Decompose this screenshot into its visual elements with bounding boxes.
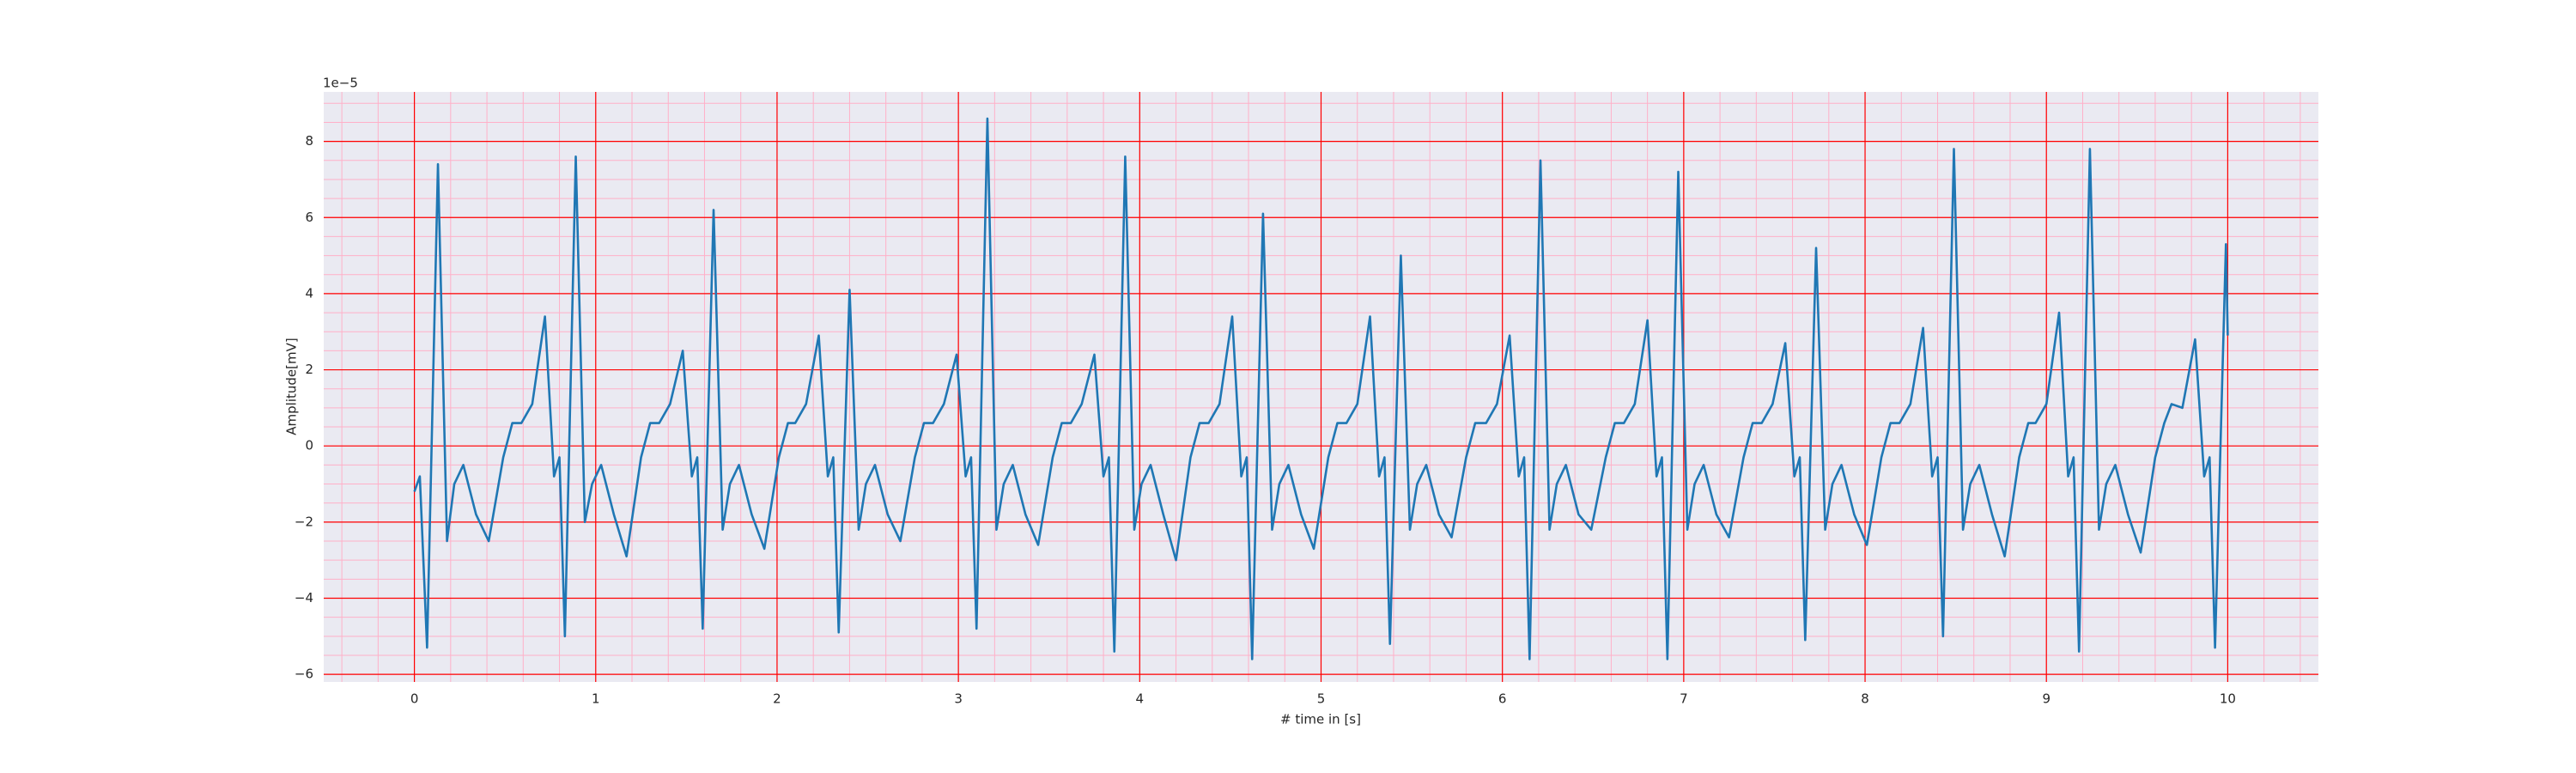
- x-tick-label: 3: [954, 691, 963, 707]
- y-tick-label: 4: [305, 285, 313, 301]
- y-offset-label: 1e−5: [323, 76, 358, 91]
- x-tick-label: 7: [1680, 691, 1688, 707]
- y-tick-label: 2: [305, 362, 313, 377]
- x-tick-label: 1: [592, 691, 600, 707]
- x-tick-label: 0: [410, 691, 419, 707]
- y-tick-label: 8: [305, 133, 313, 149]
- x-tick-label: 9: [2042, 691, 2050, 707]
- x-tick-label: 10: [2220, 691, 2236, 707]
- y-axis-label: Amplitude[mV]: [284, 338, 300, 435]
- x-tick-label: 8: [1861, 691, 1869, 707]
- x-tick-label: 4: [1136, 691, 1145, 707]
- y-tick-label: −6: [295, 666, 313, 682]
- marks: [413, 117, 2229, 660]
- x-axis-label: # time in [s]: [1280, 712, 1361, 727]
- y-tick-label: −4: [295, 590, 313, 606]
- y-tick-label: −2: [295, 514, 313, 529]
- grid: [324, 92, 2318, 682]
- x-tick-label: 5: [1317, 691, 1326, 707]
- line: [413, 117, 2229, 660]
- y-tick-label: 6: [305, 210, 313, 225]
- x-tick-label: 6: [1498, 691, 1507, 707]
- y-tick-label: 0: [305, 438, 313, 453]
- x-tick-label: 2: [773, 691, 781, 707]
